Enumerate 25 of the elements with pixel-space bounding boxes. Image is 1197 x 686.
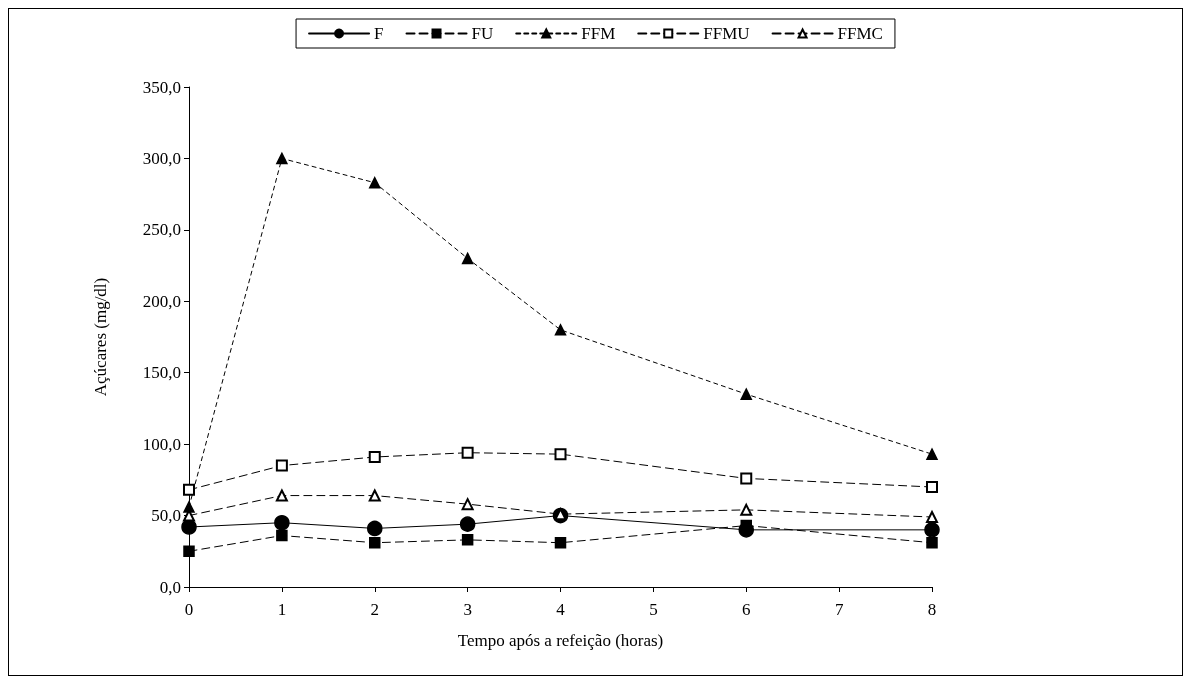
x-tick-label: 1	[277, 600, 287, 619]
y-tick-label: 150,0	[142, 363, 181, 383]
y-tick-label: 250,0	[142, 220, 181, 240]
x-tick-label: 0	[184, 600, 194, 619]
x-tick-label: 3	[463, 600, 472, 619]
chart-frame: Açúcares (mg/dl) Tempo após a refeição (horas) 0,0 50,0 100,0 150,0 200,0 250,0 300,0 350,0 0 1 2 3 4 5 6 7 8 F FU FFM FFMU FFMC	[8, 8, 1183, 676]
y-tick-label: 350,0	[142, 77, 181, 97]
legend-label: FFMC	[837, 24, 883, 43]
legend-label: FFMU	[703, 24, 750, 43]
y-tick-label: 300,0	[142, 148, 181, 168]
y-tick-label: 200,0	[142, 291, 181, 311]
legend-label: F	[374, 24, 384, 43]
x-tick-label: 6	[742, 600, 751, 619]
x-tick-label: 5	[649, 600, 658, 619]
y-tick-label: 50,0	[151, 506, 181, 526]
x-tick-label: 4	[556, 600, 566, 619]
x-tick-label: 7	[834, 600, 844, 619]
y-axis-title: Açúcares (mg/dl)	[91, 277, 110, 397]
legend-label: FU	[471, 24, 494, 43]
legend-label: FFM	[581, 24, 616, 43]
y-tick-label: 100,0	[142, 434, 181, 454]
y-tick-label: 0,0	[159, 577, 181, 597]
x-axis-title: Tempo após a refeição (horas)	[457, 631, 664, 650]
x-tick-label: 2	[370, 600, 379, 619]
x-tick-label: 8	[927, 600, 937, 619]
